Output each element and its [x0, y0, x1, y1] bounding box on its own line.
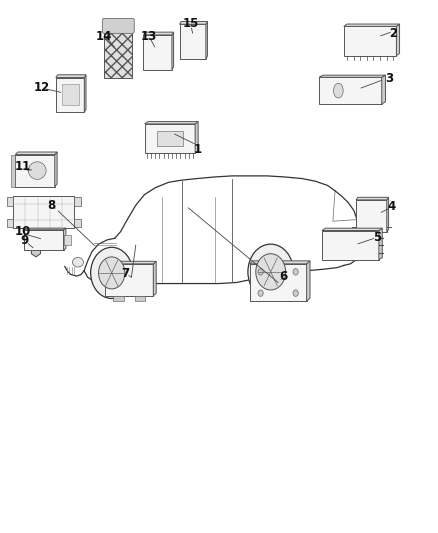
- Circle shape: [99, 257, 125, 289]
- FancyBboxPatch shape: [250, 264, 307, 301]
- FancyBboxPatch shape: [15, 155, 55, 187]
- Polygon shape: [322, 228, 382, 230]
- FancyBboxPatch shape: [105, 264, 153, 296]
- Ellipse shape: [334, 83, 343, 98]
- Bar: [113, 296, 124, 301]
- Polygon shape: [56, 75, 86, 77]
- Text: 13: 13: [141, 30, 157, 43]
- Text: 5: 5: [374, 231, 381, 244]
- FancyBboxPatch shape: [322, 230, 379, 260]
- Bar: [7, 219, 13, 227]
- FancyBboxPatch shape: [319, 77, 382, 104]
- Polygon shape: [180, 21, 208, 24]
- FancyBboxPatch shape: [102, 19, 134, 33]
- Circle shape: [258, 269, 263, 275]
- FancyBboxPatch shape: [13, 196, 74, 228]
- Polygon shape: [344, 24, 399, 26]
- FancyBboxPatch shape: [157, 131, 183, 146]
- Circle shape: [91, 247, 133, 298]
- FancyBboxPatch shape: [356, 200, 387, 232]
- Polygon shape: [24, 228, 66, 230]
- Polygon shape: [172, 32, 173, 69]
- Text: 15: 15: [182, 18, 199, 30]
- Polygon shape: [64, 228, 66, 250]
- FancyBboxPatch shape: [180, 24, 206, 59]
- Polygon shape: [15, 152, 57, 155]
- Polygon shape: [143, 32, 173, 35]
- Polygon shape: [356, 197, 389, 200]
- Polygon shape: [382, 75, 385, 104]
- Bar: [64, 235, 71, 245]
- Circle shape: [258, 290, 263, 296]
- Bar: [11, 155, 15, 187]
- Bar: [61, 84, 79, 105]
- Bar: [74, 197, 81, 206]
- Circle shape: [256, 254, 286, 290]
- Polygon shape: [319, 75, 385, 77]
- Text: 12: 12: [33, 82, 50, 94]
- Circle shape: [248, 244, 293, 300]
- Text: 10: 10: [14, 225, 31, 238]
- Text: 3: 3: [385, 72, 393, 85]
- Bar: [7, 197, 13, 206]
- Circle shape: [293, 269, 298, 275]
- Polygon shape: [105, 261, 156, 264]
- Ellipse shape: [73, 257, 83, 267]
- Text: 2: 2: [389, 27, 397, 39]
- Text: 1: 1: [194, 143, 202, 156]
- FancyBboxPatch shape: [143, 35, 172, 69]
- FancyBboxPatch shape: [344, 26, 396, 55]
- Text: 11: 11: [14, 160, 31, 173]
- FancyBboxPatch shape: [104, 27, 132, 77]
- Text: 8: 8: [48, 199, 56, 212]
- Text: 4: 4: [387, 200, 395, 213]
- Polygon shape: [250, 261, 310, 264]
- Ellipse shape: [28, 162, 46, 180]
- FancyBboxPatch shape: [24, 230, 64, 250]
- Polygon shape: [387, 197, 389, 232]
- Text: 7: 7: [121, 267, 129, 280]
- Polygon shape: [153, 261, 156, 296]
- Polygon shape: [206, 21, 208, 59]
- Polygon shape: [396, 24, 399, 55]
- Polygon shape: [55, 152, 57, 187]
- Polygon shape: [379, 228, 382, 260]
- Text: 6: 6: [280, 270, 288, 282]
- Circle shape: [293, 290, 298, 296]
- FancyBboxPatch shape: [145, 124, 195, 154]
- Text: 9: 9: [21, 235, 29, 247]
- Polygon shape: [84, 75, 86, 112]
- Polygon shape: [307, 261, 310, 301]
- Polygon shape: [145, 122, 198, 124]
- FancyBboxPatch shape: [56, 77, 84, 112]
- Bar: [135, 296, 145, 301]
- Bar: [74, 219, 81, 227]
- Text: 14: 14: [96, 30, 113, 43]
- Polygon shape: [195, 122, 198, 154]
